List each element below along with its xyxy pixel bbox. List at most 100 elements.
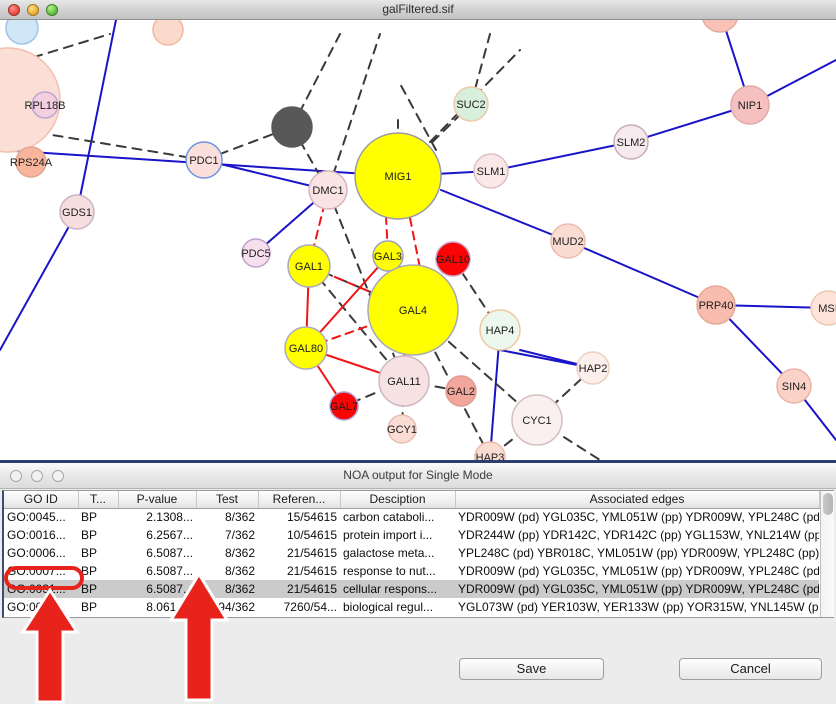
table-vertical-scrollbar[interactable] (820, 491, 834, 617)
network-node-suc2[interactable]: SUC2 (453, 86, 489, 122)
table-row[interactable]: GO:0065... BP 8.0614... 94/362 7260/54... bio… (4, 598, 819, 616)
network-node-pdc1[interactable]: PDC1 (185, 141, 223, 179)
network-node-msi[interactable]: MSI (810, 290, 836, 326)
network-node-gal11[interactable]: GAL11 (378, 355, 430, 407)
go-results-table-container[interactable]: GO ID T... P-value Test Referen... Desci… (2, 490, 834, 618)
cell-reference: 21/54615 (286, 564, 337, 578)
cell-test: 8/362 (224, 510, 255, 525)
network-node-hap2[interactable]: HAP2 (576, 351, 610, 385)
cell-description: response to nut... (343, 564, 436, 578)
network-node-slm1[interactable]: SLM1 (473, 153, 509, 189)
cell-reference: 21/54615 (286, 546, 337, 560)
cell-test: 94/362 (218, 600, 255, 614)
node-clipped-top[interactable] (152, 20, 184, 46)
network-node-sin4[interactable]: SIN4 (776, 368, 812, 404)
minimize-icon[interactable] (31, 470, 43, 482)
cell-p-value: 6.5087... (118, 580, 196, 598)
node-clipped-left[interactable] (0, 47, 61, 153)
noa-output-dialog: NOA output for Single Mode GO ID T... P-… (0, 460, 836, 704)
network-node[interactable] (271, 106, 313, 148)
cell-associated-edges: YGL073W (pd) YER103W, YER133W (pp) YOR31… (458, 600, 819, 614)
cell-p-value: 6.2567... (146, 528, 193, 542)
cell-description: cellular respons... (340, 580, 455, 598)
close-icon[interactable] (8, 4, 20, 16)
network-node-gal1[interactable]: GAL1 (287, 244, 331, 288)
node-label: GAL80 (289, 343, 323, 355)
network-node-gal10[interactable]: GAL10 (435, 241, 471, 277)
table-row[interactable]: GO:0007... BP 6.5087... 8/362 21/54615 respon… (4, 562, 819, 580)
column-header-test[interactable]: Test (196, 491, 259, 509)
table-row[interactable]: GO:0006... BP 6.5087... 8/362 21/54615 galact… (4, 544, 819, 562)
cell-reference: 7260/54... (283, 600, 337, 614)
table-header-row: GO ID T... P-value Test Referen... Desci… (4, 491, 820, 509)
cell-description: biological regul... (343, 600, 434, 614)
network-node-rpl18b[interactable]: RPL18B (25, 91, 66, 119)
save-button[interactable]: Save (459, 658, 604, 680)
cell-description: response to nut... (340, 616, 455, 617)
node-label: GAL2 (447, 386, 475, 398)
zoom-icon[interactable] (52, 470, 64, 482)
table-row[interactable]: GO:0031...BP1.3324...11/362105/546...res… (4, 616, 819, 617)
network-node-pdc5[interactable]: PDC5 (241, 238, 271, 268)
node-label: RPL18B (25, 100, 66, 112)
node-label: MSI (818, 303, 836, 315)
node-label: GAL1 (295, 261, 323, 273)
table-row[interactable]: GO:0045... BP 2.1308... 8/362 15/54615 carbon… (4, 508, 819, 526)
node-label: MUD2 (552, 236, 583, 248)
node-label: GAL3 (374, 251, 402, 263)
node-label: GDS1 (62, 207, 92, 219)
cell-reference: 10/54615 (286, 528, 337, 542)
network-node-hap4[interactable]: HAP4 (479, 309, 521, 351)
cell-go-id: GO:0007... (7, 564, 66, 578)
column-header-reference[interactable]: Referen... (258, 491, 341, 509)
scrollbar-thumb[interactable] (823, 493, 833, 515)
table-row[interactable]: GO:0031... BP 6.5087... 8/362 21/54615 cellul… (4, 580, 819, 598)
node-clipped-topleft[interactable] (5, 20, 39, 45)
network-node-rps24a[interactable]: RPS24A (10, 146, 53, 178)
network-node-prp40[interactable]: PRP40 (696, 285, 736, 325)
node-label: SLM2 (617, 137, 646, 149)
cell-type: BP (81, 510, 98, 525)
network-canvas[interactable]: RPL18B RPS24A GDS1 PDC1 PDC5 DMC1 SUC2 MIG1 SLM1… (0, 20, 836, 460)
cell-p-value: 6.5087... (146, 564, 193, 578)
cell-test: 8/362 (224, 546, 255, 560)
node-label: PDC5 (241, 248, 270, 260)
network-nodes[interactable]: RPL18B RPS24A GDS1 PDC1 PDC5 DMC1 SUC2 MIG1 SLM1… (10, 85, 836, 460)
network-node-gal80[interactable]: GAL80 (284, 326, 328, 370)
column-header-go-id[interactable]: GO ID (4, 491, 79, 509)
column-header-p-value[interactable]: P-value (118, 491, 197, 509)
cancel-button[interactable]: Cancel (679, 658, 822, 680)
network-node-cyc1[interactable]: CYC1 (511, 394, 563, 446)
cell-associated-edges: YDR009W (pd) YGL035C, YML051W (pp) YDR00… (458, 510, 819, 525)
node-label: NIP1 (738, 100, 762, 112)
cell-associated-edges: YDR009W (pd) YGL035C, YML051W (pp) YDR00… (455, 580, 819, 598)
network-node-mud2[interactable]: MUD2 (550, 223, 586, 259)
network-node-gal4[interactable]: GAL4 (367, 264, 459, 356)
node-label: GCY1 (387, 424, 417, 436)
network-node-gal2[interactable]: GAL2 (445, 375, 477, 407)
network-node-gal3[interactable]: GAL3 (372, 240, 404, 272)
close-icon[interactable] (10, 470, 22, 482)
zoom-icon[interactable] (46, 4, 58, 16)
network-node-dmc1[interactable]: DMC1 (308, 170, 348, 210)
network-node-gal7[interactable]: GAL7 (329, 391, 359, 421)
network-node-hap3[interactable]: HAP3 (474, 441, 506, 460)
minimize-icon[interactable] (27, 4, 39, 16)
cell-type: BP (78, 616, 118, 617)
network-node-mig1[interactable]: MIG1 (354, 132, 442, 220)
noa-traffic-lights[interactable] (10, 470, 64, 482)
node-clipped-topright[interactable] (702, 20, 738, 33)
network-node-nip1[interactable]: NIP1 (730, 85, 770, 125)
cell-description: carbon cataboli... (343, 510, 435, 525)
column-header-type[interactable]: T... (78, 491, 119, 509)
cell-reference: 105/546... (258, 616, 340, 617)
column-header-associated-edges[interactable]: Associated edges (455, 491, 820, 509)
network-node-gds1[interactable]: GDS1 (59, 194, 95, 230)
column-header-description[interactable]: Desciption (340, 491, 456, 509)
window-traffic-lights[interactable] (8, 4, 58, 16)
network-node-gcy1[interactable]: GCY1 (387, 414, 417, 444)
table-row[interactable]: GO:0016... BP 6.2567... 7/362 10/54615 protei… (4, 526, 819, 544)
network-node-slm2[interactable]: SLM2 (613, 124, 649, 160)
node-label: MIG1 (385, 171, 412, 183)
cell-go-id: GO:0006... (7, 546, 66, 560)
